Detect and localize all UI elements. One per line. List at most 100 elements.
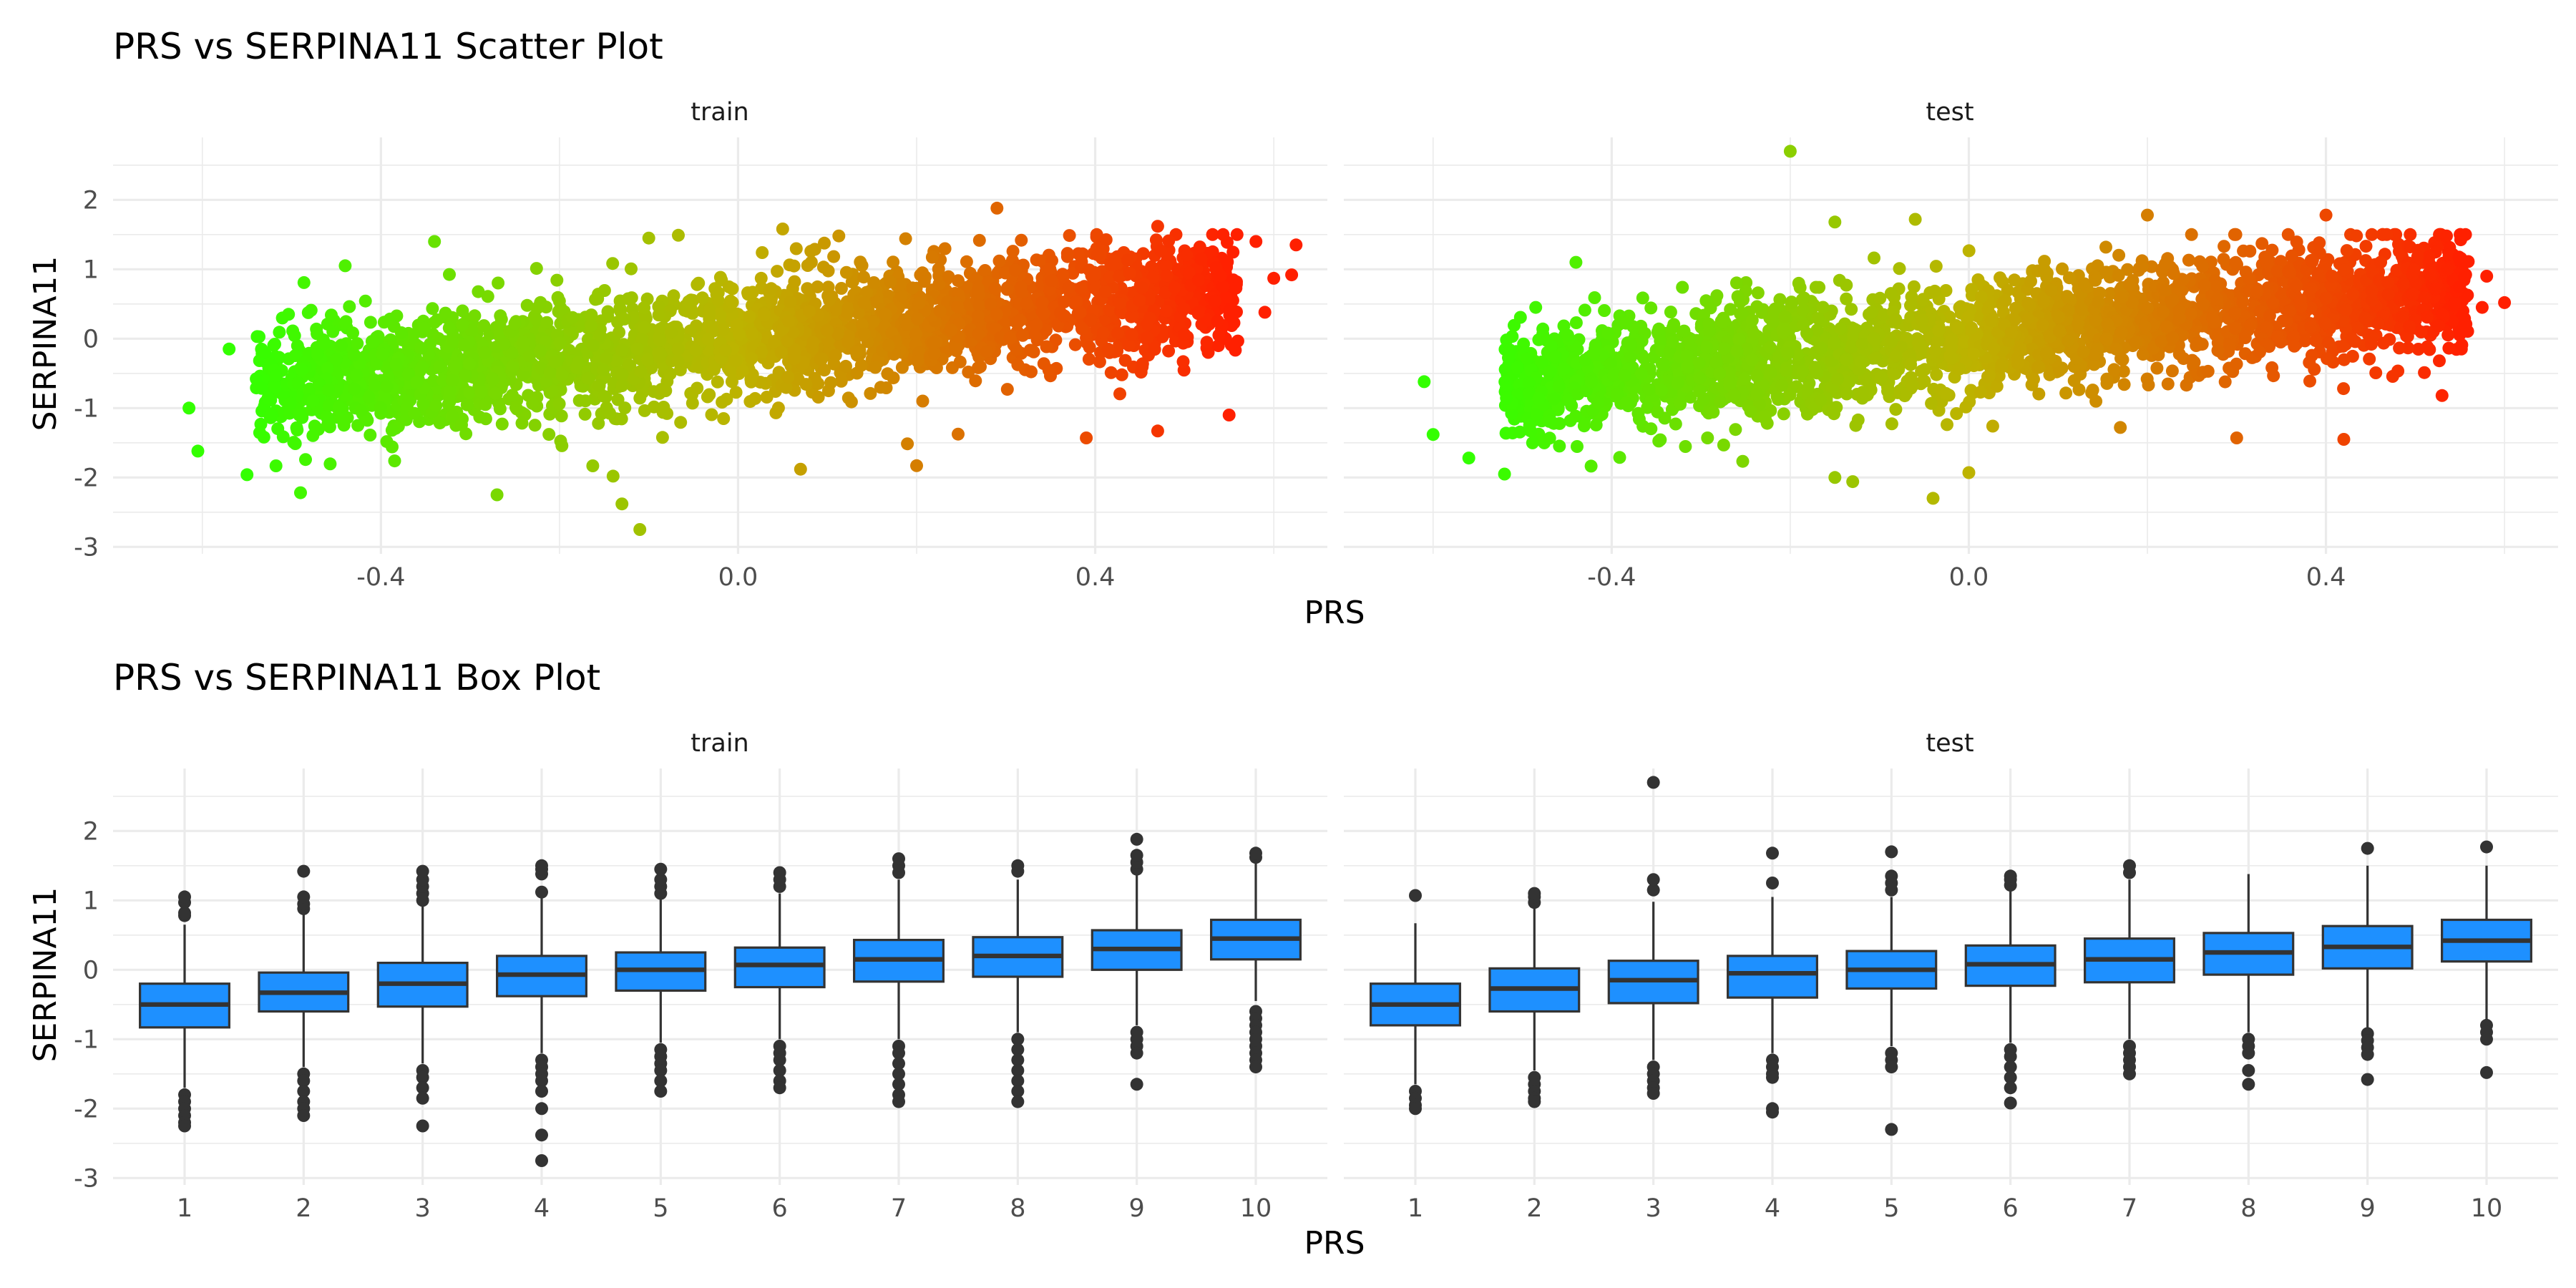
scatter-point xyxy=(2443,248,2456,261)
scatter-point xyxy=(1929,260,1943,273)
scatter-point xyxy=(990,201,1004,215)
scatter-point xyxy=(952,274,965,288)
scatter-point xyxy=(1151,220,1164,233)
scatter-point xyxy=(540,316,554,329)
scatter-point xyxy=(283,396,297,410)
scatter-point xyxy=(652,308,665,322)
scatter-point xyxy=(1828,336,1841,349)
scatter-point xyxy=(553,336,567,350)
scatter-point xyxy=(489,386,502,400)
scatter-point xyxy=(543,366,557,379)
scatter-point xyxy=(1644,422,1658,436)
scatter-point xyxy=(2112,268,2125,282)
scatter-point xyxy=(586,459,600,472)
scatter-point xyxy=(1162,234,1176,248)
scatter-point xyxy=(2117,364,2130,378)
scatter-point xyxy=(493,402,507,416)
scatter-point xyxy=(2067,374,2081,387)
scatter-point xyxy=(2230,258,2243,271)
scatter-point xyxy=(428,235,441,248)
scatter-point xyxy=(1068,338,1082,351)
scatter-point xyxy=(874,381,887,394)
scatter-point xyxy=(990,308,1003,321)
scatter-point xyxy=(295,363,308,376)
scatter-point xyxy=(1736,454,1750,468)
scatter-point xyxy=(728,354,742,368)
scatter-point xyxy=(2275,287,2288,301)
scatter-point xyxy=(1043,262,1057,275)
scatter-point xyxy=(1025,365,1038,379)
scatter-point xyxy=(297,275,311,289)
scatter-point xyxy=(2182,253,2195,267)
scatter-point xyxy=(322,383,336,396)
scatter-point xyxy=(781,370,795,384)
scatter-point xyxy=(2072,316,2085,330)
scatter-point xyxy=(326,325,340,338)
scatter-point xyxy=(713,308,726,321)
scatter-point xyxy=(831,327,844,341)
scatter-point xyxy=(1840,292,1853,306)
scatter-point xyxy=(530,262,543,275)
scatter-point xyxy=(1103,270,1117,284)
scatter-point xyxy=(522,349,536,363)
scatter-point xyxy=(1258,306,1272,319)
scatter-point xyxy=(2340,244,2353,258)
scatter-point xyxy=(433,360,447,373)
scatter-point xyxy=(2442,341,2456,355)
scatter-point xyxy=(2074,303,2088,316)
scatter-point xyxy=(585,308,598,322)
scatter-point xyxy=(672,228,685,242)
scatter-point xyxy=(446,335,459,348)
scatter-point xyxy=(841,302,855,316)
scatter-point xyxy=(1200,336,1214,349)
scatter-point xyxy=(445,374,459,387)
scatter-point xyxy=(960,280,974,294)
scatter-point xyxy=(1811,312,1825,326)
scatter-point xyxy=(1692,356,1706,370)
scatter-point xyxy=(2393,341,2406,355)
scatter-point xyxy=(1641,401,1654,414)
scatter-point xyxy=(427,316,441,329)
scatter-point xyxy=(329,353,343,366)
scatter-point xyxy=(2142,379,2155,391)
scatter-point xyxy=(2218,240,2231,253)
scatter-point xyxy=(782,314,796,328)
scatter-point xyxy=(282,308,296,321)
scatter-point xyxy=(829,348,842,362)
scatter-point xyxy=(1015,233,1028,247)
scatter-point xyxy=(429,399,443,412)
scatter-point xyxy=(255,381,268,395)
scatter-point xyxy=(655,431,669,444)
scatter-point xyxy=(1206,228,1219,241)
scatter-point xyxy=(1868,251,1880,265)
scatter-point xyxy=(368,379,381,393)
scatter-point xyxy=(1216,280,1230,293)
scatter-point xyxy=(1006,245,1020,258)
scatter-point xyxy=(592,416,605,430)
x-tick-label: 0.4 xyxy=(1075,563,1116,592)
scatter-point xyxy=(1121,253,1134,267)
scatter-point xyxy=(290,421,303,434)
scatter-point xyxy=(322,399,336,412)
scatter-point xyxy=(320,410,333,424)
scatter-point xyxy=(463,386,477,399)
scatter-point xyxy=(1151,424,1164,438)
y-tick-label: 1 xyxy=(83,255,99,284)
scatter-point xyxy=(691,381,704,395)
scatter-point xyxy=(303,382,316,396)
scatter-point xyxy=(2037,295,2051,308)
strip-label-test: test xyxy=(1926,98,1974,127)
scatter-point xyxy=(269,459,283,472)
scatter-point xyxy=(610,355,623,369)
scatter-point xyxy=(606,257,620,270)
scatter-point xyxy=(615,497,629,511)
scatter-point xyxy=(507,358,519,372)
scatter-point xyxy=(911,312,924,326)
scatter-point xyxy=(1113,387,1126,401)
scatter-point xyxy=(1020,297,1033,311)
scatter-point xyxy=(1104,366,1118,379)
scatter-point xyxy=(818,364,831,377)
scatter-point xyxy=(1775,379,1789,392)
scatter-point xyxy=(701,333,715,346)
